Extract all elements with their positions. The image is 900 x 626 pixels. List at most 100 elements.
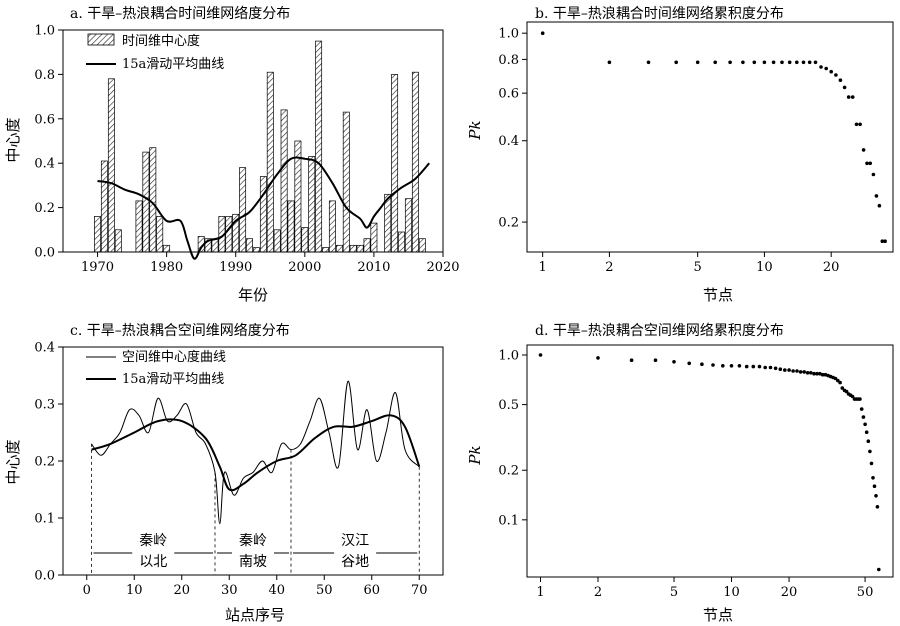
panel-d-x-axis-label: 节点: [703, 606, 733, 624]
panel-d-y-tick-label: 0.5: [498, 398, 519, 413]
panel-a-x-tick-label: 1990: [219, 260, 252, 275]
panel-b-y-tick-label: 0.4: [498, 134, 519, 149]
panel-a-bar: [322, 247, 329, 253]
panel-b-x-tick-label: 10: [756, 260, 773, 275]
panel-b-point: [880, 239, 885, 243]
panel-b-point: [865, 161, 869, 166]
panel-c-legend-line0-label: 空间维中心度曲线: [122, 349, 226, 365]
panel-d-point: [798, 370, 803, 374]
panel-b-point: [858, 122, 862, 127]
panel-d-point: [791, 369, 795, 373]
panel-a-moving-average-line: [97, 156, 430, 260]
panel-a-bar: [156, 216, 164, 253]
panel-c-region-label: 以北: [139, 554, 167, 570]
panel-b-point: [741, 60, 745, 65]
panel-c-axes: 0 10 20 30 40 50 60 70 0.0 0.1 0.2 0.3 0.4: [34, 341, 444, 598]
panel-d-point: [737, 364, 742, 368]
panel-c-region-label: 谷地: [341, 554, 369, 570]
panel-b-point: [540, 31, 545, 35]
panel-a-bar: [411, 71, 419, 253]
panel-b-point: [607, 60, 612, 65]
panel-d-points: [538, 353, 881, 572]
panel-d-y-tick-label: 1.0: [498, 349, 519, 364]
panel-d-point: [838, 380, 842, 385]
panel-b-point: [877, 203, 882, 208]
panel-a-y-axis-label: 中心度: [4, 117, 22, 162]
panel-b-point: [861, 148, 866, 152]
panel-b-point: [771, 60, 776, 65]
panel-a-bar: [225, 216, 233, 253]
panel-a-bar: [349, 244, 357, 253]
panel-b-point: [868, 161, 872, 166]
panel-a-y-tick-label: 0.8: [34, 68, 55, 83]
panel-d-point: [809, 371, 813, 375]
panel-b-point: [834, 73, 838, 77]
panel-c-legend: 空间维中心度曲线 15a滑动平均曲线: [86, 349, 226, 387]
panel-d-point: [805, 371, 810, 375]
panel-b-point: [728, 60, 732, 65]
panel-c-x-tick-label: 60: [363, 583, 380, 598]
panel-b-x-axis-label: 节点: [703, 286, 733, 304]
panel-b-point: [795, 60, 799, 65]
panel-d-point: [687, 361, 691, 366]
panel-d-point: [757, 364, 762, 369]
panel-c-x-tick-label: 70: [411, 583, 428, 598]
panel-d-x-tick-label: 1: [536, 585, 544, 600]
panel-d-space-cumulative-degree: d. 干旱–热浪耦合空间维网络累积度分布 1 2 5 10 20 500.10.20.51…: [466, 323, 894, 624]
panel-b-points: [540, 31, 887, 243]
panel-a-y-tick-label: 0.6: [34, 112, 55, 127]
panel-d-point: [840, 386, 845, 390]
panel-b-axes: 1 2 5 10 20 0.2 0.4 0.6 0.8 1.0: [498, 21, 894, 275]
panel-b-time-cumulative-degree: b. 干旱–热浪耦合时间维网络累积度分布 1 2 5 10 20 0.2 0.4 0.6 0.8…: [466, 6, 894, 304]
panel-d-point: [768, 365, 773, 370]
panel-a-bar: [308, 156, 316, 253]
panel-d-x-tick-label: 5: [670, 585, 678, 600]
panel-a-x-tick-label: 1970: [81, 260, 114, 275]
panel-b-y-tick-label: 1.0: [498, 27, 519, 42]
panel-c-region-label: 汉江: [341, 533, 369, 549]
panel-d-point: [866, 439, 871, 444]
panel-d-y-axis-label: Pk: [466, 445, 484, 465]
panel-a-x-axis-label: 年份: [238, 286, 268, 304]
panel-d-point: [859, 407, 864, 411]
panel-a-bar: [404, 198, 412, 253]
panel-c-x-tick-label: 0: [83, 583, 91, 598]
panel-d-point: [812, 371, 816, 376]
panel-d-point: [653, 358, 658, 363]
panel-d-point: [744, 364, 749, 369]
panel-d-axes: 1 2 5 10 20 50 0.1 0.2 0.5 1.0: [498, 344, 894, 600]
panel-d-point: [874, 494, 878, 498]
panel-a-x-tick-label: 2010: [357, 260, 390, 275]
panel-a-bar: [301, 227, 309, 253]
panel-a-bar: [363, 238, 371, 253]
panel-b-point: [824, 66, 828, 71]
panel-c-space-centrality-line: [91, 380, 420, 525]
panel-b-point: [846, 95, 851, 99]
panel-c-region-dividers: [91, 443, 420, 575]
panel-a-bar: [259, 176, 267, 253]
panel-a-bar: [315, 40, 323, 253]
panel-a-legend: 时间维中心度 15a滑动平均曲线: [86, 33, 224, 72]
panel-b-point: [854, 122, 859, 127]
panel-b-point: [807, 60, 812, 65]
panel-d-y-tick-label: 0.1: [498, 513, 519, 528]
panel-d-point: [850, 394, 855, 399]
panel-c-x-tick-label: 40: [268, 583, 285, 598]
panel-a-bar: [287, 200, 295, 253]
panel-d-point: [864, 430, 869, 435]
panel-b-point: [819, 65, 823, 69]
panel-b-point: [695, 60, 700, 65]
panel-c-region-label: 秦岭: [139, 533, 167, 549]
panel-a-x-tick-label: 1980: [150, 260, 183, 275]
panel-d-point: [836, 378, 840, 383]
panel-b-y-tick-label: 0.8: [498, 53, 519, 68]
panel-c-moving-average-line: [91, 414, 421, 492]
panel-d-point: [751, 364, 756, 369]
panel-a-bar: [342, 111, 350, 253]
panel-d-point: [700, 362, 704, 367]
panel-a-bar: [107, 78, 115, 253]
panel-d-point: [869, 461, 874, 466]
panel-a-axes: 1970 1980 1990 2000 2010 2020 0.0 0.2 0.4 0.6 0.8 1…: [34, 24, 459, 276]
panel-a-bar: [328, 200, 336, 253]
